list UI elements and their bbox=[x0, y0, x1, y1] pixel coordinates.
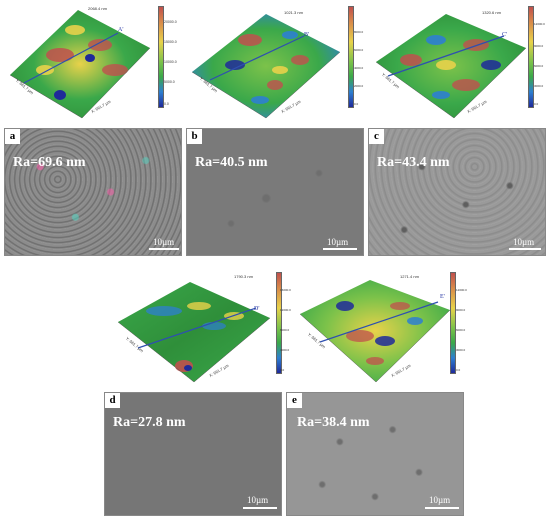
afm-surface-b: B' 1021.3 nm 8000.0 6000.0 4000.0 2000.0… bbox=[180, 0, 364, 120]
colorbar-tick: 4000.0 bbox=[280, 348, 290, 352]
max-height-label-e: 1271.4 nm bbox=[400, 274, 419, 279]
sem-panel-e: e Ra=38.4 nm 10µm bbox=[286, 392, 464, 516]
afm-3d-map-b bbox=[191, 14, 341, 119]
profile-label-b: B' bbox=[304, 32, 310, 38]
colorbar-tick: 0.0 bbox=[280, 368, 285, 372]
profile-label-d: D' bbox=[254, 306, 260, 312]
colorbar-tick: 9000.0 bbox=[534, 44, 544, 48]
colorbar-tick: 0.0 bbox=[164, 102, 169, 106]
colorbar-tick: 2000.0 bbox=[354, 84, 364, 88]
colorbar-tick: 12000.0 bbox=[534, 22, 545, 26]
colorbar-tick: 3000.0 bbox=[534, 84, 544, 88]
roughness-value-c: Ra=43.4 nm bbox=[377, 155, 450, 170]
scale-bar-c bbox=[509, 248, 541, 250]
afm-3d-map-d bbox=[117, 282, 271, 383]
scale-bar-label-b: 10µm bbox=[327, 237, 349, 247]
sem-panel-b: b Ra=40.5 nm 10µm bbox=[186, 128, 364, 256]
panel-letter-b: b bbox=[187, 129, 202, 144]
colorbar-tick: 8000.0 bbox=[354, 30, 364, 34]
colorbar-tick: 12000.0 bbox=[280, 308, 291, 312]
scale-bar-a bbox=[149, 248, 179, 250]
max-height-label-c: 1320.6 nm bbox=[482, 10, 501, 15]
colorbar-tick: 15000.0 bbox=[164, 40, 177, 44]
colorbar-tick: 8000.0 bbox=[280, 328, 290, 332]
colorbar-tick: 12000.0 bbox=[456, 288, 467, 292]
afm-3d-map-c bbox=[375, 14, 527, 119]
scale-bar-label-d: 10µm bbox=[247, 495, 269, 505]
max-height-label-a: 2068.4 nm bbox=[88, 6, 107, 11]
afm-surface-e: E' 1271.4 nm 12000.0 9000.0 6000.0 3000.… bbox=[290, 266, 470, 386]
colorbar-tick: 6000.0 bbox=[456, 328, 466, 332]
colorbar-tick: 16000.0 bbox=[280, 288, 291, 292]
colorbar-b bbox=[348, 6, 354, 108]
colorbar-tick: 9000.0 bbox=[456, 308, 466, 312]
max-height-label-d: 1790.3 nm bbox=[234, 274, 253, 279]
roughness-value-e: Ra=38.4 nm bbox=[297, 415, 370, 430]
scale-bar-label-c: 10µm bbox=[513, 237, 535, 247]
colorbar-tick: 6000.0 bbox=[354, 48, 364, 52]
scale-bar-label-a: 10µm bbox=[153, 237, 175, 247]
colorbar-c bbox=[528, 6, 534, 108]
colorbar-tick: 5000.0 bbox=[164, 80, 175, 84]
afm-3d-map-e bbox=[299, 280, 451, 383]
colorbar-e bbox=[450, 272, 456, 374]
colorbar-tick: 20000.0 bbox=[164, 20, 177, 24]
profile-label-a: A' bbox=[118, 27, 124, 33]
scale-bar-label-e: 10µm bbox=[429, 495, 451, 505]
roughness-value-b: Ra=40.5 nm bbox=[195, 155, 268, 170]
scale-bar-e bbox=[425, 507, 459, 509]
profile-label-c: C' bbox=[502, 32, 508, 38]
colorbar-tick: 4000.0 bbox=[354, 66, 364, 70]
panel-letter-a: a bbox=[5, 129, 20, 144]
max-height-label-b: 1021.3 nm bbox=[284, 10, 303, 15]
colorbar-tick: 3000.0 bbox=[456, 348, 466, 352]
scale-bar-b bbox=[323, 248, 357, 250]
sem-panel-a: a Ra=69.6 nm 10µm bbox=[4, 128, 182, 256]
roughness-value-a: Ra=69.6 nm bbox=[13, 155, 86, 170]
sem-panel-d: d Ra=27.8 nm 10µm bbox=[104, 392, 282, 516]
panel-letter-e: e bbox=[287, 393, 302, 408]
colorbar-tick: 0.0 bbox=[354, 102, 359, 106]
colorbar-tick: 0.0 bbox=[534, 102, 539, 106]
afm-surface-c: C' 1320.6 nm 12000.0 9000.0 6000.0 3000.… bbox=[366, 0, 548, 120]
roughness-value-d: Ra=27.8 nm bbox=[113, 415, 186, 430]
scale-bar-d bbox=[243, 507, 277, 509]
afm-3d-map-a bbox=[9, 10, 151, 119]
colorbar-d bbox=[276, 272, 282, 374]
panel-letter-d: d bbox=[105, 393, 120, 408]
profile-label-e: E' bbox=[440, 294, 445, 300]
colorbar-tick: 0.0 bbox=[456, 368, 461, 372]
afm-surface-a: A' 2068.4 nm 20000.0 15000.0 10000.0 500… bbox=[0, 0, 178, 120]
afm-surface-d: D' 1790.3 nm 16000.0 12000.0 8000.0 4000… bbox=[104, 266, 291, 386]
colorbar-tick: 6000.0 bbox=[534, 64, 544, 68]
colorbar-a bbox=[158, 6, 164, 108]
colorbar-tick: 10000.0 bbox=[164, 60, 177, 64]
sem-panel-c: c Ra=43.4 nm 10µm bbox=[368, 128, 546, 256]
panel-letter-c: c bbox=[369, 129, 384, 144]
